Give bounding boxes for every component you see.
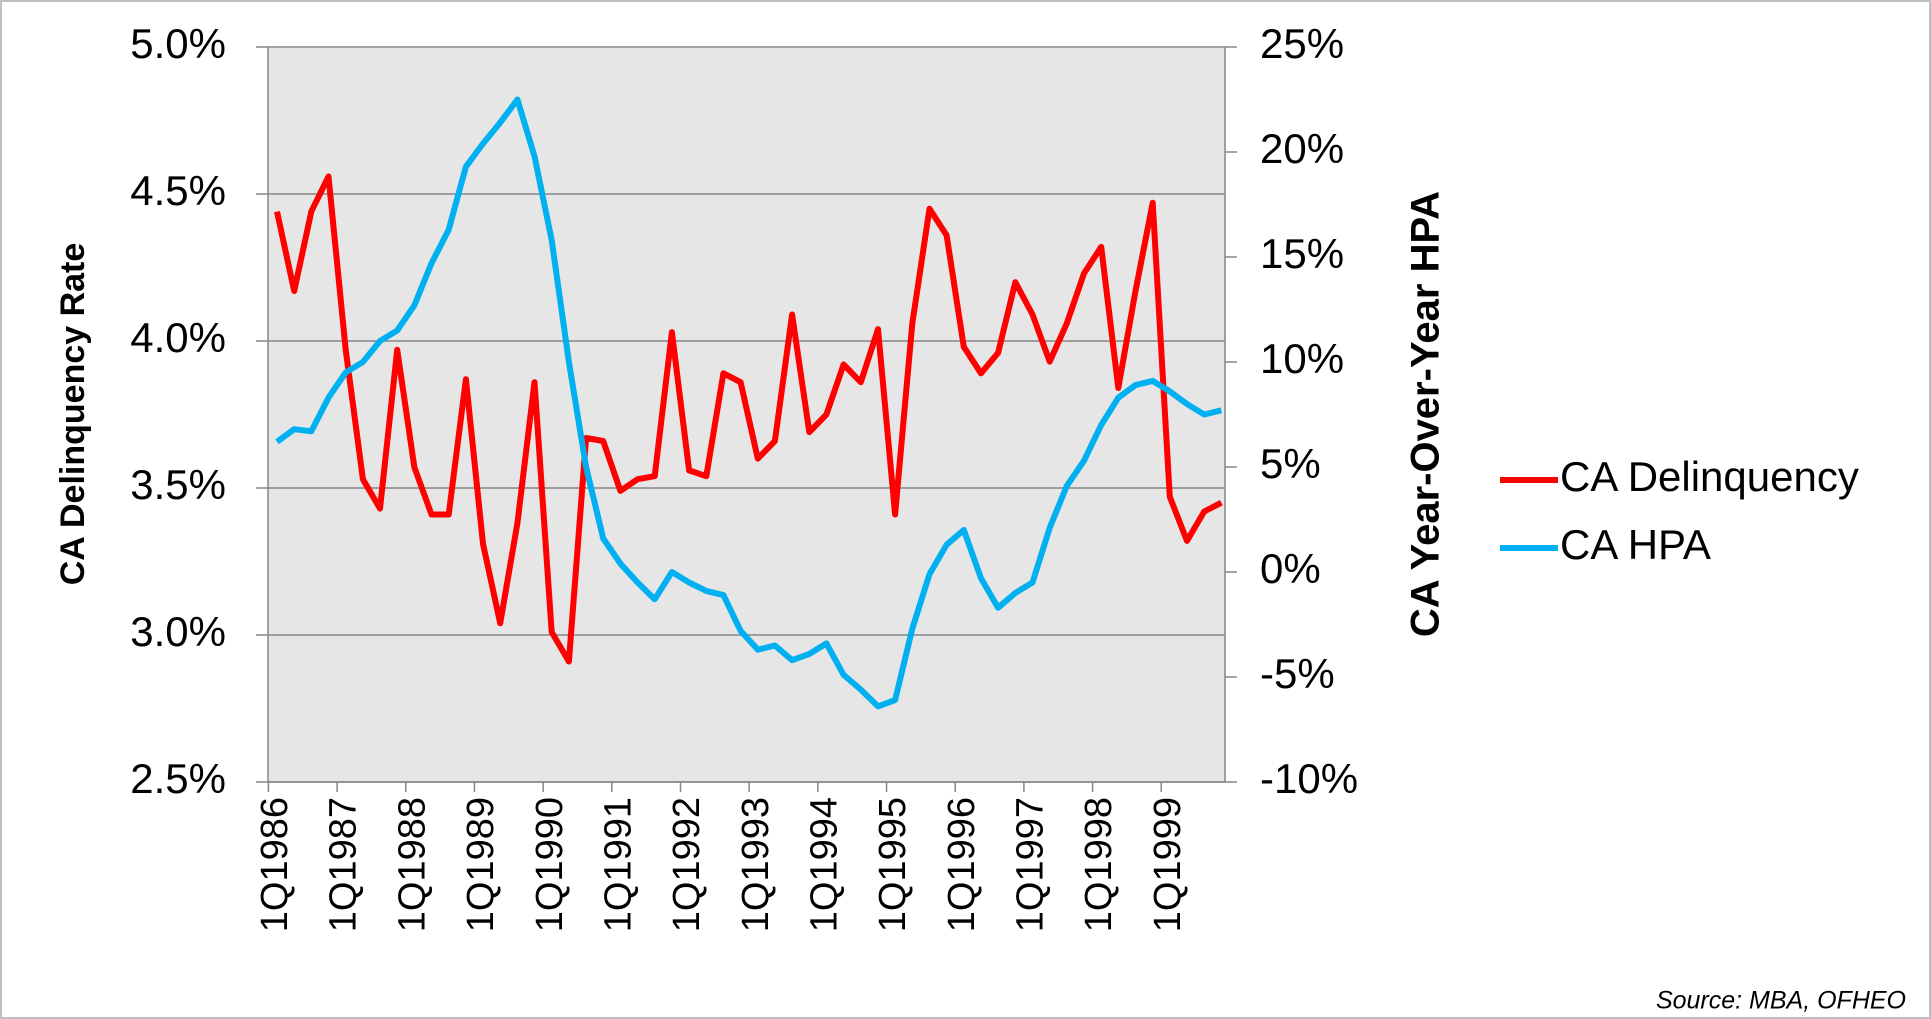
legend-label: CA Delinquency xyxy=(1560,453,1859,500)
y-tick-label: 3.0% xyxy=(130,608,226,655)
x-tick-label: 1Q1987 xyxy=(323,797,365,932)
x-tick-label: 1Q1999 xyxy=(1147,797,1189,932)
x-tick-label: 1Q1988 xyxy=(391,797,433,932)
y-tick-label: 4.5% xyxy=(130,167,226,214)
y2-tick-label: 10% xyxy=(1260,335,1344,382)
y2-tick-label: 15% xyxy=(1260,230,1344,277)
y2-tick-label: 0% xyxy=(1260,545,1321,592)
series-line xyxy=(274,173,1223,665)
y2-tick-label: 25% xyxy=(1260,20,1344,67)
y2-tick-label: 20% xyxy=(1260,125,1344,172)
source-note: Source: MBA, OFHEO xyxy=(1656,987,1906,1015)
y-tick-label: 4.0% xyxy=(130,314,226,361)
y-tick-label: 2.5% xyxy=(130,755,226,802)
y2-axis-title: CA Year-Over-Year HPA xyxy=(1404,191,1448,637)
y-tick-label: 3.5% xyxy=(130,461,226,508)
x-tick-label: 1Q1989 xyxy=(460,797,502,932)
x-tick-label: 1Q1986 xyxy=(254,797,296,932)
y2-tick-label: -5% xyxy=(1260,650,1335,697)
y2-tick-label: -10% xyxy=(1260,755,1358,802)
y-axis-title: CA Delinquency Rate xyxy=(54,243,92,586)
x-tick-label: 1Q1998 xyxy=(1078,797,1120,932)
series-line xyxy=(275,96,1223,710)
x-tick-label: 1Q1990 xyxy=(529,797,571,932)
y2-tick-label: 5% xyxy=(1260,440,1321,487)
x-tick-label: 1Q1996 xyxy=(941,797,983,932)
x-tick-label: 1Q1994 xyxy=(803,797,845,932)
x-tick-label: 1Q1992 xyxy=(666,797,708,932)
x-tick-label: 1Q1991 xyxy=(597,797,639,932)
y-tick-label: 5.0% xyxy=(130,20,226,67)
x-tick-label: 1Q1995 xyxy=(872,797,914,932)
x-tick-label: 1Q1993 xyxy=(735,797,777,932)
x-tick-label: 1Q1997 xyxy=(1010,797,1052,932)
legend-label: CA HPA xyxy=(1560,521,1711,568)
